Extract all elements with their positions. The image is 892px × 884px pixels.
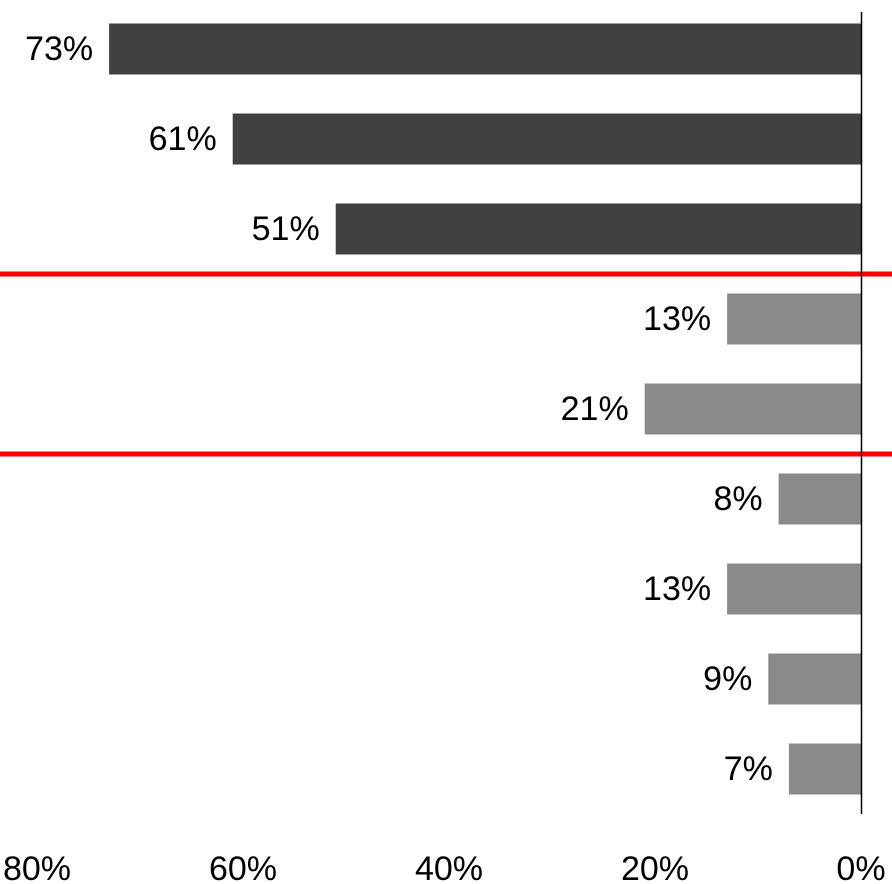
bar — [778, 473, 861, 525]
bar-value-label: 9% — [703, 660, 752, 698]
bar-value-label: 8% — [713, 480, 762, 518]
group-separators-layer — [0, 271, 892, 457]
bar-value-label: 13% — [643, 570, 711, 608]
x-tick-label: 40% — [415, 850, 483, 884]
bar — [727, 563, 861, 615]
bar — [644, 383, 861, 435]
bar — [768, 653, 861, 705]
bar-value-label: 61% — [149, 120, 217, 158]
bar — [727, 293, 861, 345]
bar-value-label: 73% — [25, 30, 93, 68]
x-tick-label: 20% — [621, 850, 689, 884]
bar-value-label: 21% — [561, 390, 629, 428]
bar-value-label: 51% — [252, 210, 320, 248]
bars-layer — [109, 23, 862, 795]
bar-value-label: 13% — [643, 300, 711, 338]
bar — [335, 203, 861, 255]
bar-value-label: 7% — [724, 750, 773, 788]
x-tick-label: 0% — [836, 850, 885, 884]
bar — [232, 113, 861, 165]
x-tick-label: 60% — [209, 850, 277, 884]
bar — [109, 23, 862, 75]
bar — [788, 743, 861, 795]
x-tick-labels-layer: 80% 60% 40% 20% 0% — [3, 850, 886, 884]
value-labels-layer: 73% 61% 51% 13% 21% 8% 13% 9% 7% — [25, 30, 773, 788]
x-tick-label: 80% — [3, 850, 71, 884]
